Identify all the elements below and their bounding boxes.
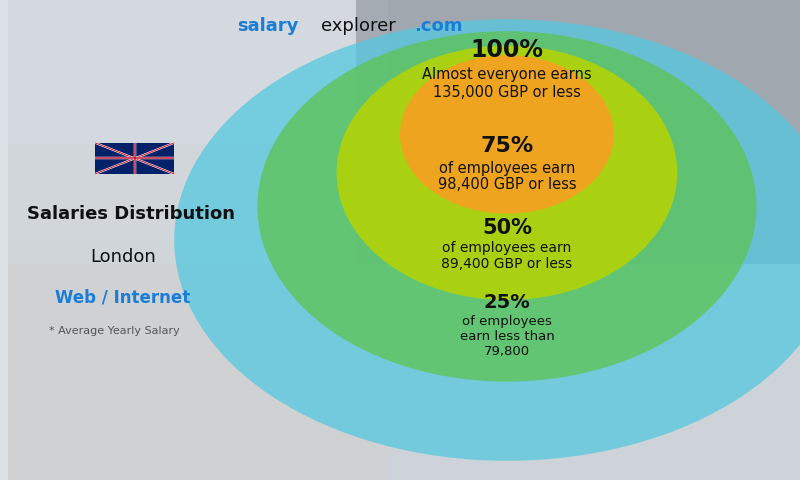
Ellipse shape [337, 46, 678, 300]
Text: of employees earn: of employees earn [442, 241, 571, 255]
Text: of employees earn: of employees earn [438, 160, 575, 176]
Text: London: London [90, 248, 156, 266]
Text: 98,400 GBP or less: 98,400 GBP or less [438, 177, 576, 192]
Text: 135,000 GBP or less: 135,000 GBP or less [433, 84, 581, 100]
Bar [8, 264, 388, 480]
Text: 25%: 25% [483, 293, 530, 312]
Bar [8, 240, 388, 480]
Bar [8, 0, 388, 144]
Text: salary: salary [238, 17, 299, 36]
Ellipse shape [174, 19, 800, 461]
Ellipse shape [400, 55, 614, 214]
Text: earn less than: earn less than [459, 330, 554, 344]
Text: 75%: 75% [480, 136, 534, 156]
Bar [357, 0, 800, 264]
Bar [95, 143, 174, 174]
Text: .com: .com [414, 17, 462, 36]
Ellipse shape [258, 31, 757, 382]
Text: 89,400 GBP or less: 89,400 GBP or less [442, 257, 573, 271]
Text: * Average Yearly Salary: * Average Yearly Salary [50, 326, 180, 336]
Text: Almost everyone earns: Almost everyone earns [422, 67, 592, 82]
Bar [8, 144, 388, 240]
Text: 100%: 100% [470, 38, 543, 62]
Text: 50%: 50% [482, 218, 532, 238]
Text: Salaries Distribution: Salaries Distribution [26, 204, 234, 223]
Text: explorer: explorer [321, 17, 395, 36]
Text: 79,800: 79,800 [484, 345, 530, 359]
Text: Web / Internet: Web / Internet [55, 288, 190, 307]
Text: of employees: of employees [462, 315, 552, 328]
